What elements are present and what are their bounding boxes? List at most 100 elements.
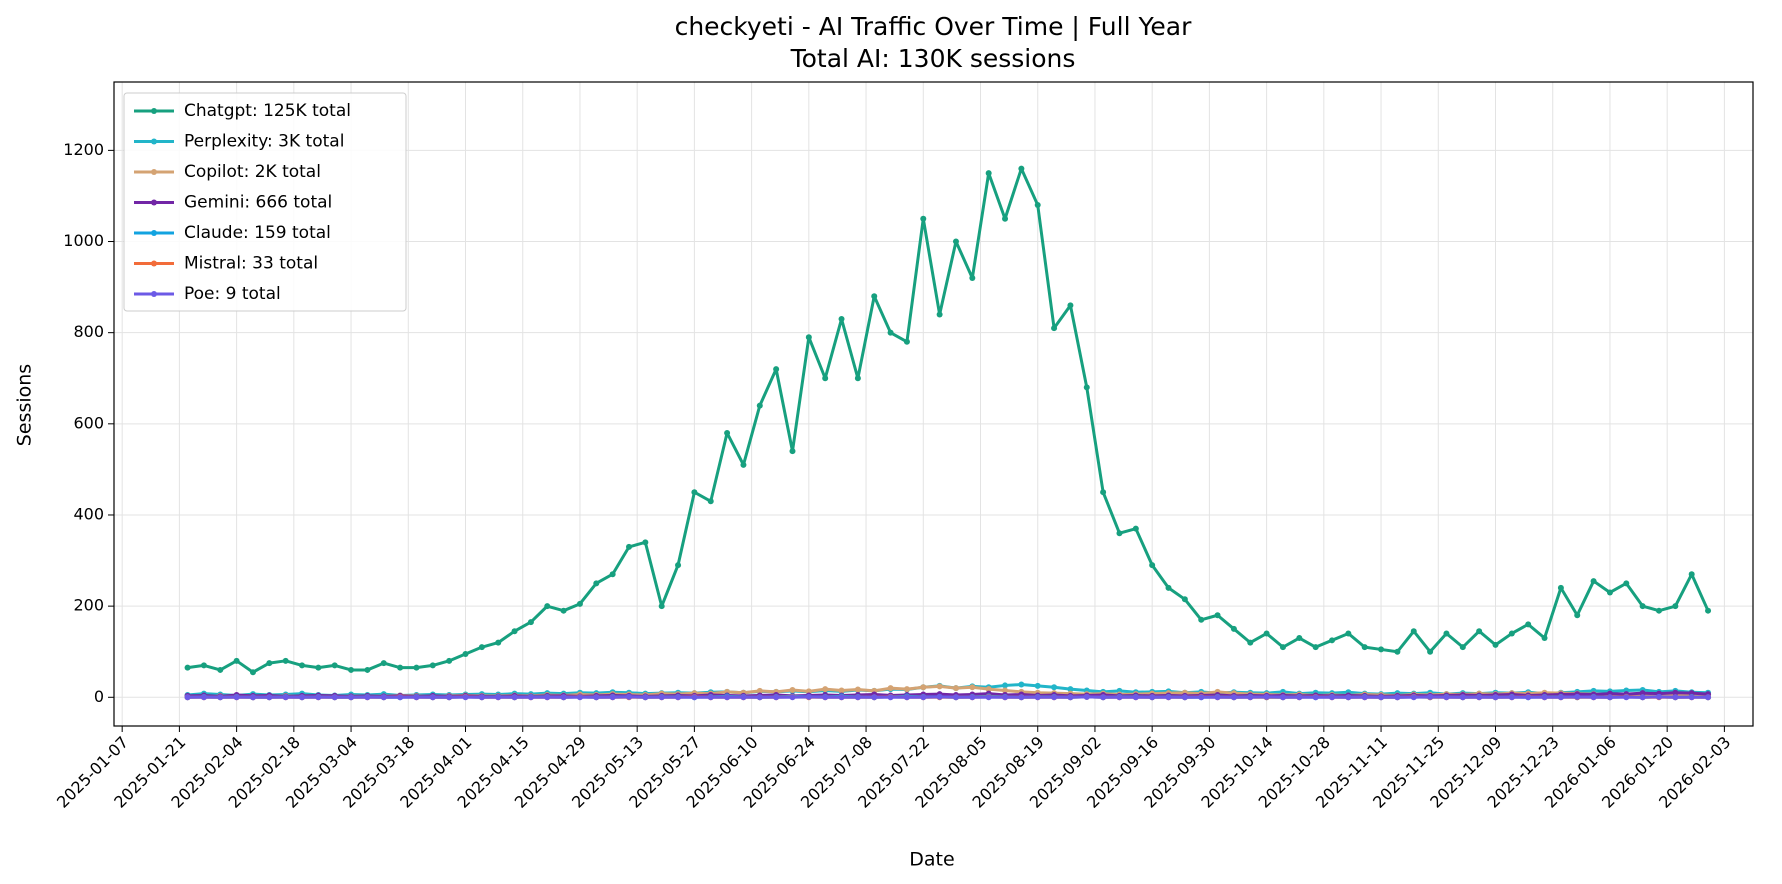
data-point (1705, 694, 1712, 701)
data-point (1067, 686, 1074, 693)
data-point (756, 402, 763, 409)
data-point (838, 694, 845, 701)
data-point (1002, 215, 1009, 222)
data-point (1263, 630, 1270, 637)
data-point (1100, 489, 1107, 496)
legend-label: Poe: 9 total (184, 284, 281, 304)
data-point (1590, 694, 1597, 701)
legend-marker (151, 199, 157, 206)
data-point (1574, 693, 1581, 700)
data-point (1247, 694, 1254, 701)
data-point (822, 686, 829, 693)
data-point (936, 311, 943, 318)
data-point (1378, 694, 1385, 701)
data-point (184, 664, 191, 671)
data-point (364, 666, 371, 673)
data-point (609, 694, 616, 701)
data-point (299, 694, 306, 701)
data-point (1443, 630, 1450, 637)
data-point (511, 694, 518, 701)
y-tick-label: 1000 (63, 231, 104, 250)
data-point (249, 694, 256, 701)
legend-label: Copilot: 2K total (184, 162, 321, 182)
data-point (920, 694, 927, 701)
data-point (773, 366, 780, 373)
legend-label: Chatgpt: 125K total (184, 101, 351, 121)
data-point (1508, 694, 1515, 701)
data-point (707, 694, 714, 701)
data-point (822, 375, 829, 382)
chart-title: checkyeti - AI Traffic Over Time | Full … (675, 12, 1193, 41)
data-point (1312, 694, 1319, 701)
legend-box (123, 92, 407, 312)
data-point (1051, 694, 1058, 701)
data-point (1083, 384, 1090, 391)
data-point (1002, 682, 1009, 689)
y-tick-label: 800 (73, 322, 104, 341)
data-point (707, 498, 714, 505)
data-point (724, 694, 731, 701)
data-point (1688, 571, 1695, 578)
data-point (1476, 628, 1483, 635)
data-point (397, 694, 404, 701)
data-point (1018, 165, 1025, 172)
data-point (446, 657, 453, 664)
data-point (1083, 693, 1090, 700)
data-point (200, 694, 207, 701)
data-point (348, 694, 355, 701)
data-point (625, 693, 632, 700)
legend-label: Claude: 159 total (184, 223, 331, 243)
data-point (1034, 682, 1041, 689)
data-point (1051, 325, 1058, 332)
data-point (1508, 630, 1515, 637)
data-point (1410, 628, 1417, 635)
data-point (887, 694, 894, 701)
data-point (903, 686, 910, 693)
legend-label: Gemini: 666 total (184, 193, 332, 213)
data-point (1279, 694, 1286, 701)
data-point (1705, 607, 1712, 614)
legend-marker (151, 291, 157, 297)
data-point (1034, 202, 1041, 209)
data-point (740, 694, 747, 701)
data-point (789, 694, 796, 701)
data-point (789, 448, 796, 455)
data-point (936, 693, 943, 700)
data-point (576, 600, 583, 607)
data-point (1410, 694, 1417, 701)
plot-frame (113, 81, 1754, 727)
data-point (1541, 635, 1548, 642)
data-point (1345, 694, 1352, 701)
data-point (413, 664, 420, 671)
data-point (1116, 530, 1123, 537)
data-point (478, 644, 485, 651)
data-point (1655, 607, 1662, 614)
data-point (1198, 616, 1205, 623)
data-point (1574, 612, 1581, 619)
data-point (233, 657, 240, 664)
y-tick-label: 0 (94, 687, 104, 706)
data-point (691, 694, 698, 701)
data-point (200, 662, 207, 669)
data-point (266, 694, 273, 701)
data-point (544, 694, 551, 701)
data-point (805, 693, 812, 700)
data-point (1672, 689, 1679, 696)
data-point (1459, 694, 1466, 701)
data-point (1639, 694, 1646, 701)
data-point (1606, 694, 1613, 701)
data-point (871, 694, 878, 701)
data-point (642, 539, 649, 546)
data-point (854, 686, 861, 693)
data-point (789, 686, 796, 693)
data-point (1394, 648, 1401, 655)
data-point (822, 694, 829, 701)
data-point (1181, 694, 1188, 701)
data-point (1132, 525, 1139, 532)
data-point (1476, 694, 1483, 701)
data-point (1230, 694, 1237, 701)
data-point (495, 639, 502, 646)
data-point (299, 662, 306, 669)
data-point (1116, 694, 1123, 701)
legend: Chatgpt: 125K total Perplexity: 3K total C… (123, 92, 407, 312)
